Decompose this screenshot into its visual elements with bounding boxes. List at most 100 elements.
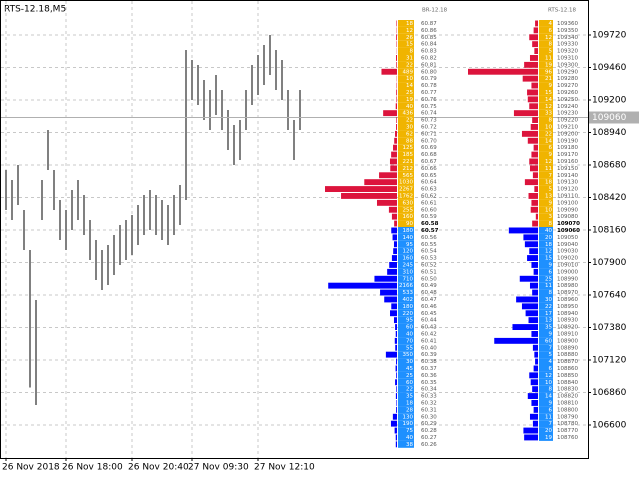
book-price: 60.55	[421, 242, 437, 248]
volume-bar	[393, 317, 397, 324]
volume-label: 18	[545, 242, 552, 248]
volume-label: 60	[406, 380, 413, 386]
volume-label: 15	[545, 256, 552, 262]
volume-bar	[532, 420, 538, 427]
volume-bar	[494, 337, 538, 344]
volume-bar	[530, 124, 538, 130]
volume-label-bg	[539, 427, 553, 434]
volume-label-bg	[398, 227, 414, 234]
volume-bar	[533, 365, 538, 372]
book-price: 109120	[557, 187, 578, 193]
volume-label: 8	[549, 221, 553, 227]
volume-bar	[530, 379, 538, 386]
volume-label-bg	[398, 61, 414, 69]
volume-label-bg	[539, 40, 553, 48]
book-price: 109320	[557, 49, 578, 55]
volume-bar	[532, 386, 538, 393]
volume-bar	[512, 324, 538, 330]
volume-bar	[396, 406, 397, 413]
volume-label: 8	[549, 42, 553, 48]
y-tick-label: 108160	[592, 226, 627, 236]
volume-label: 14	[545, 138, 552, 144]
volume-label: 5	[549, 49, 553, 55]
volume-label: 11	[545, 283, 552, 289]
volume-bar	[391, 255, 397, 261]
volume-label-bg	[539, 385, 553, 393]
volume-bar	[535, 20, 538, 27]
volume-label-bg	[398, 40, 414, 48]
volume-label-bg	[398, 434, 414, 441]
volume-label-bg	[398, 82, 414, 89]
volume-bar	[394, 427, 397, 434]
volume-bar	[523, 427, 538, 434]
volume-label-bg	[539, 344, 553, 352]
volume-label-bg	[539, 282, 553, 290]
book-price: 109110	[557, 193, 578, 199]
volume-bar	[381, 68, 397, 75]
volume-bar	[534, 48, 538, 54]
volume-label: 45	[406, 366, 413, 372]
book-price: 109180	[557, 145, 578, 151]
volume-bar	[395, 130, 397, 137]
volume-label-bg	[539, 102, 553, 110]
volume-label: 19	[545, 62, 552, 68]
volume-bar	[389, 158, 397, 165]
volume-bar	[341, 193, 397, 199]
book-price: 60.41	[421, 338, 437, 344]
book-price: 109150	[557, 166, 578, 172]
volume-label-bg	[539, 109, 553, 117]
volume-label-bg	[539, 61, 553, 69]
volume-label: 62	[406, 131, 413, 137]
volume-label-bg	[398, 337, 414, 345]
book-price: 108950	[557, 304, 578, 310]
volume-label: 255	[403, 207, 414, 213]
volume-label-bg	[539, 240, 553, 248]
volume-label-bg	[398, 268, 414, 276]
volume-label-bg	[398, 330, 414, 338]
book-price: 60.56	[421, 235, 437, 241]
volume-label: 489	[403, 69, 414, 75]
volume-label-bg	[398, 213, 414, 221]
book-price: 60.71	[421, 131, 437, 137]
volume-label-bg	[539, 316, 553, 324]
volume-bar	[529, 55, 538, 61]
volume-bar	[396, 372, 397, 379]
book-price: 60.57	[421, 228, 439, 234]
book-price: 60.52	[421, 262, 437, 268]
volume-label-bg	[398, 261, 414, 269]
y-tick-label: 107900	[592, 258, 627, 268]
volume-label: 5	[549, 187, 553, 193]
volume-label: 18	[406, 400, 413, 406]
book-price: 109080	[557, 214, 578, 220]
volume-bar	[393, 241, 397, 248]
volume-label: 10	[545, 124, 552, 130]
volume-label-bg	[398, 351, 414, 359]
book-price: 60.32	[421, 400, 437, 406]
volume-label: 12	[406, 28, 413, 34]
volume-label: 190	[403, 421, 414, 427]
book-price: 109030	[557, 249, 578, 255]
book-price: 109360	[557, 21, 578, 27]
volume-label: 6	[549, 145, 553, 151]
volume-label-bg	[539, 68, 553, 76]
volume-bar	[529, 413, 538, 420]
book-price: 109210	[557, 124, 578, 130]
volume-label-bg	[539, 178, 553, 186]
volume-label-bg	[539, 158, 553, 165]
volume-label-bg	[539, 137, 553, 145]
volume-label-bg	[539, 213, 553, 221]
volume-label: 10	[545, 207, 552, 213]
book-price: 60.74	[421, 111, 437, 117]
book-price: 60.60	[421, 207, 437, 213]
book-price: 60.75	[421, 104, 437, 110]
volume-label-bg	[539, 164, 553, 172]
volume-label: 9	[549, 331, 553, 337]
volume-bar	[527, 393, 538, 399]
volume-label: 2267	[399, 187, 413, 193]
book-price: 60.26	[421, 442, 437, 448]
volume-label-bg	[398, 316, 414, 324]
book-price: 109010	[557, 262, 578, 268]
volume-label: 75	[406, 428, 413, 434]
volume-label-bg	[539, 371, 553, 379]
volume-label-bg	[398, 420, 414, 428]
